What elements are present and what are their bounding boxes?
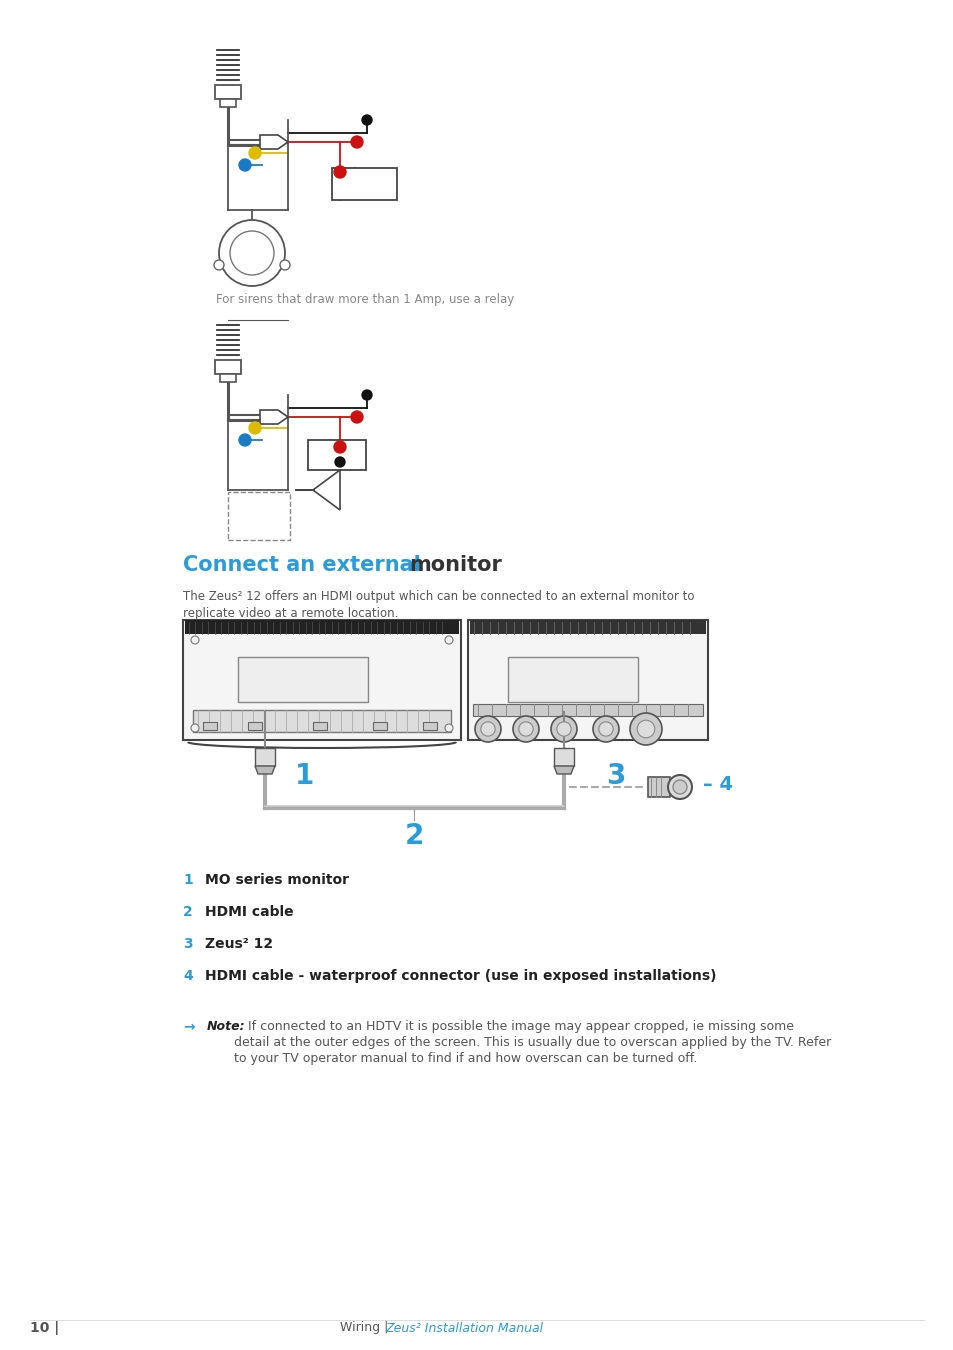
Circle shape bbox=[351, 136, 363, 148]
Bar bbox=[422, 722, 436, 730]
Text: – 4: – 4 bbox=[702, 775, 732, 795]
Circle shape bbox=[335, 458, 345, 467]
Circle shape bbox=[239, 159, 251, 171]
Text: 1: 1 bbox=[183, 873, 193, 887]
Circle shape bbox=[593, 716, 618, 742]
Text: HDMI cable: HDMI cable bbox=[205, 904, 294, 919]
Polygon shape bbox=[294, 470, 339, 510]
Polygon shape bbox=[260, 410, 288, 424]
Bar bbox=[308, 440, 366, 470]
Circle shape bbox=[213, 261, 224, 270]
Text: For sirens that draw more than 1 Amp, use a relay: For sirens that draw more than 1 Amp, us… bbox=[215, 293, 514, 306]
Circle shape bbox=[230, 231, 274, 275]
Circle shape bbox=[191, 724, 199, 732]
Polygon shape bbox=[554, 765, 574, 774]
Bar bbox=[313, 722, 327, 730]
Bar bbox=[214, 360, 241, 374]
Circle shape bbox=[551, 716, 577, 742]
Text: to your TV operator manual to find if and how overscan can be turned off.: to your TV operator manual to find if an… bbox=[233, 1052, 697, 1065]
Bar bbox=[248, 722, 262, 730]
Circle shape bbox=[249, 147, 261, 159]
Circle shape bbox=[672, 780, 686, 794]
Text: If connected to an HDTV it is possible the image may appear cropped, ie missing : If connected to an HDTV it is possible t… bbox=[244, 1021, 793, 1033]
Circle shape bbox=[351, 410, 363, 423]
Text: 3: 3 bbox=[606, 761, 625, 790]
Text: detail at the outer edges of the screen. This is usually due to overscan applied: detail at the outer edges of the screen.… bbox=[233, 1035, 830, 1049]
Circle shape bbox=[444, 636, 453, 644]
Bar bbox=[332, 167, 396, 200]
Bar bbox=[185, 620, 458, 634]
Text: 1: 1 bbox=[295, 761, 314, 790]
Circle shape bbox=[557, 722, 571, 736]
Circle shape bbox=[334, 166, 346, 178]
Bar bbox=[470, 620, 705, 634]
Bar bbox=[554, 748, 574, 765]
Circle shape bbox=[249, 423, 261, 433]
Text: HDMI cable - waterproof connector (use in exposed installations): HDMI cable - waterproof connector (use i… bbox=[205, 969, 716, 983]
Bar bbox=[228, 491, 290, 540]
Circle shape bbox=[598, 722, 613, 736]
Circle shape bbox=[637, 720, 654, 738]
Text: MO series monitor: MO series monitor bbox=[205, 873, 349, 887]
Text: 3: 3 bbox=[183, 937, 193, 950]
Text: Connect an external: Connect an external bbox=[183, 555, 428, 575]
Text: 2: 2 bbox=[404, 822, 423, 850]
Bar bbox=[507, 657, 638, 702]
Bar bbox=[254, 748, 274, 765]
Text: 4: 4 bbox=[183, 969, 193, 983]
Polygon shape bbox=[260, 135, 288, 148]
Bar bbox=[473, 703, 702, 716]
Circle shape bbox=[280, 261, 290, 270]
Bar bbox=[183, 620, 460, 740]
Circle shape bbox=[444, 724, 453, 732]
Text: Wiring |: Wiring | bbox=[339, 1322, 392, 1335]
Bar bbox=[203, 722, 216, 730]
Text: The Zeus² 12 offers an HDMI output which can be connected to an external monitor: The Zeus² 12 offers an HDMI output which… bbox=[183, 590, 694, 603]
Circle shape bbox=[334, 441, 346, 454]
Polygon shape bbox=[254, 765, 274, 774]
Text: Zeus² Installation Manual: Zeus² Installation Manual bbox=[385, 1322, 542, 1335]
Circle shape bbox=[513, 716, 538, 742]
Bar bbox=[468, 620, 707, 740]
Text: Note:: Note: bbox=[207, 1021, 245, 1033]
Text: replicate video at a remote location.: replicate video at a remote location. bbox=[183, 608, 398, 620]
Text: 2: 2 bbox=[183, 904, 193, 919]
Text: monitor: monitor bbox=[409, 555, 501, 575]
Circle shape bbox=[475, 716, 500, 742]
Bar bbox=[220, 99, 235, 107]
Circle shape bbox=[361, 115, 372, 126]
Circle shape bbox=[361, 390, 372, 400]
Circle shape bbox=[518, 722, 533, 736]
Bar bbox=[214, 85, 241, 99]
Text: →: → bbox=[183, 1021, 194, 1034]
Bar bbox=[647, 778, 669, 796]
Circle shape bbox=[667, 775, 691, 799]
Circle shape bbox=[219, 220, 285, 286]
Circle shape bbox=[239, 433, 251, 446]
Text: 10 |: 10 | bbox=[30, 1322, 59, 1335]
Bar bbox=[237, 657, 368, 702]
Bar bbox=[193, 710, 451, 732]
Circle shape bbox=[480, 722, 495, 736]
Bar bbox=[220, 374, 235, 382]
Text: Zeus² 12: Zeus² 12 bbox=[205, 937, 273, 950]
Circle shape bbox=[191, 636, 199, 644]
Circle shape bbox=[629, 713, 661, 745]
Bar bbox=[373, 722, 387, 730]
